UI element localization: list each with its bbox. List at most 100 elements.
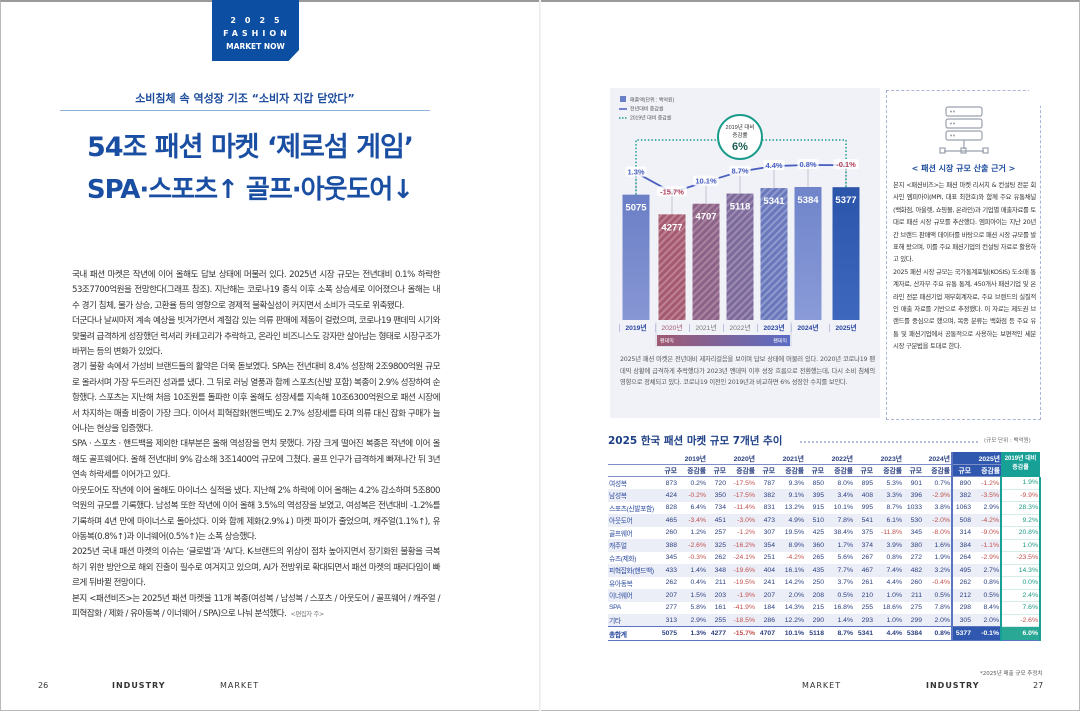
size-cell: 530 (903, 514, 923, 527)
paragraph: 2025년 국내 패션 마켓의 이슈는 ‘글로벌’과 ‘AI’다. K-브랜드의… (72, 547, 441, 589)
compare-cell: 1.9% (1000, 476, 1041, 490)
change-cell: 1.5% (678, 589, 707, 602)
size-cell: 433 (658, 564, 678, 577)
change-cell: -4.2% (972, 514, 1001, 527)
vs2019-label: 2019년 대비 (726, 123, 755, 131)
change-header: 증감률 (776, 463, 805, 477)
change-cell: 13.2% (784, 504, 804, 512)
bar-value-label: 5384 (797, 195, 819, 206)
row-label: 골프웨어 (609, 530, 633, 538)
change-cell: -11.8% (880, 529, 902, 537)
change-cell: 1.0% (874, 589, 903, 602)
size-cell: 255 (707, 614, 727, 627)
change-cell: 9.1% (776, 489, 805, 502)
yoy-change-label: -0.1% (836, 160, 856, 169)
change-cell: 5.8% (690, 604, 707, 612)
table-title: 2025 한국 패션 마켓 규모 7개년 추이 (608, 435, 783, 447)
row-label: 스포츠(신발포함) (609, 505, 654, 513)
change-cell: 7.7% (825, 564, 854, 577)
yoy-change-label: 4.4% (765, 161, 782, 170)
size-cell: 734 (714, 504, 726, 512)
compare-cell: 2.4% (1000, 589, 1041, 602)
size-cell: 482 (903, 564, 923, 577)
section-badge: 2025 FASHION MARKET NOW (212, 0, 299, 61)
size-cell: 425 (812, 529, 824, 537)
change-cell: 0.8% (923, 626, 952, 641)
size-cell: 286 (756, 614, 776, 627)
table-row: 여성복 873 0.2% 720 -17.5% 787 9.3% 850 8.0% 895 5.3%… (608, 476, 1041, 490)
size-cell: 215 (812, 604, 824, 612)
compare-cell: 7.6% (1000, 601, 1041, 615)
size-cell: 831 (763, 504, 775, 512)
change-cell: 3.3% (874, 489, 903, 502)
row-label: 총합계 (608, 626, 658, 641)
change-cell: 2.0% (972, 614, 1001, 627)
year-header: 2022년 (831, 455, 853, 463)
size-cell: 451 (707, 514, 727, 527)
change-cell: 2.9% (983, 504, 1000, 512)
change-cell: 0.8% (983, 579, 1000, 587)
compare-header-line: 2019년 대비 (1004, 456, 1037, 463)
bar-2023년 (760, 188, 788, 320)
row-label: 남성복 (608, 489, 658, 502)
size-cell: 211 (903, 589, 923, 602)
size-cell: 314 (951, 526, 972, 539)
change-cell: -0.4% (932, 579, 950, 587)
section-label-left: INDUSTRY (112, 681, 166, 690)
compare-cell: 9.2% (1000, 514, 1041, 527)
size-header: 규모 (951, 463, 972, 477)
size-cell: 424 (658, 489, 678, 502)
paragraph: 경기 불황 속에서 가성비 브랜드들의 활약은 더욱 돋보였다. SPA는 전년… (72, 362, 441, 435)
row-label: 이너웨어 (608, 589, 658, 602)
change-cell: 1.4% (678, 564, 707, 577)
change-cell: 4.4% (886, 579, 903, 587)
paragraph: 국내 패션 마켓은 작년에 이어 올해도 답보 상태에 머물러 있다. 2025… (72, 270, 441, 311)
market-size-chart: 매출액(단위 : 백억원) 전년대비 증감률 2019년 대비 증감률 5075 427… (619, 96, 860, 347)
change-cell: 1.3% (678, 626, 707, 641)
table-footnote: *2025년 매출 규모 추정치 (980, 671, 1043, 677)
change-cell: 10.1% (833, 504, 853, 512)
size-cell: 435 (805, 564, 825, 577)
subsection-label-right: MARKET (802, 681, 842, 690)
change-cell: 7.4% (874, 564, 903, 577)
chart-caption: 2025년 패션 마켓은 전년대비 제자리걸음을 보이며 답보 상태에 머물러 … (620, 356, 875, 386)
size-cell: 5341 (854, 626, 874, 641)
size-cell: 5118 (805, 626, 825, 641)
size-cell: 267 (861, 554, 873, 562)
row-label: 아웃도어 (608, 514, 658, 527)
yoy-change-label: 0.8% (799, 160, 816, 169)
change-cell: 1.4% (825, 614, 854, 627)
methodology-body: 본지 <패션비즈>는 패션 마켓 리서치 & 컨설팅 전문 회사인 엠피아이(M… (893, 179, 1036, 353)
page-number-right: 27 (1033, 681, 1044, 690)
yoy-label-bg (693, 175, 719, 186)
change-cell: -19.5% (733, 579, 755, 587)
change-cell: 3.2% (923, 564, 952, 577)
row-label: 피혁잡화(핸드백) (608, 564, 658, 577)
size-cell: 264 (951, 551, 972, 564)
size-cell: 1033 (906, 504, 922, 512)
size-cell: 184 (763, 604, 775, 612)
change-cell: 0.2% (690, 479, 707, 487)
change-header: 증감률 (825, 463, 854, 477)
editor-note: <편집자 주> (290, 609, 324, 618)
size-cell: 404 (756, 564, 776, 577)
change-cell: 2.0% (923, 614, 952, 627)
compare-cell: -2.6% (1000, 614, 1041, 627)
bar-value-label: 5377 (835, 195, 856, 206)
change-cell: 3.9% (874, 539, 903, 552)
change-header: 증감률 (678, 463, 707, 477)
change-cell: -16.2% (727, 539, 756, 552)
yoy-change-label: -15.7% (660, 187, 684, 196)
change-cell: 12.2% (776, 614, 805, 627)
change-cell: 2.7% (972, 564, 1001, 577)
change-cell: -41.9% (733, 604, 755, 612)
change-cell: 0.8% (886, 554, 903, 562)
change-cell: 4.9% (776, 514, 805, 527)
table-row: 스포츠(신발포함) 828 6.4% 734 -11.4% 831 13.2% 915 10.1… (608, 501, 1041, 515)
size-cell: 277 (665, 604, 677, 612)
change-cell: 1.2% (690, 529, 707, 537)
vs2019-circle (717, 114, 763, 160)
table-row: 기타 313 2.9% 255 -18.5% 286 12.2% 290 1.4% 293 1.0%… (608, 614, 1041, 627)
bar-value-label: 4707 (695, 212, 716, 223)
change-cell: 6.4% (690, 504, 707, 512)
